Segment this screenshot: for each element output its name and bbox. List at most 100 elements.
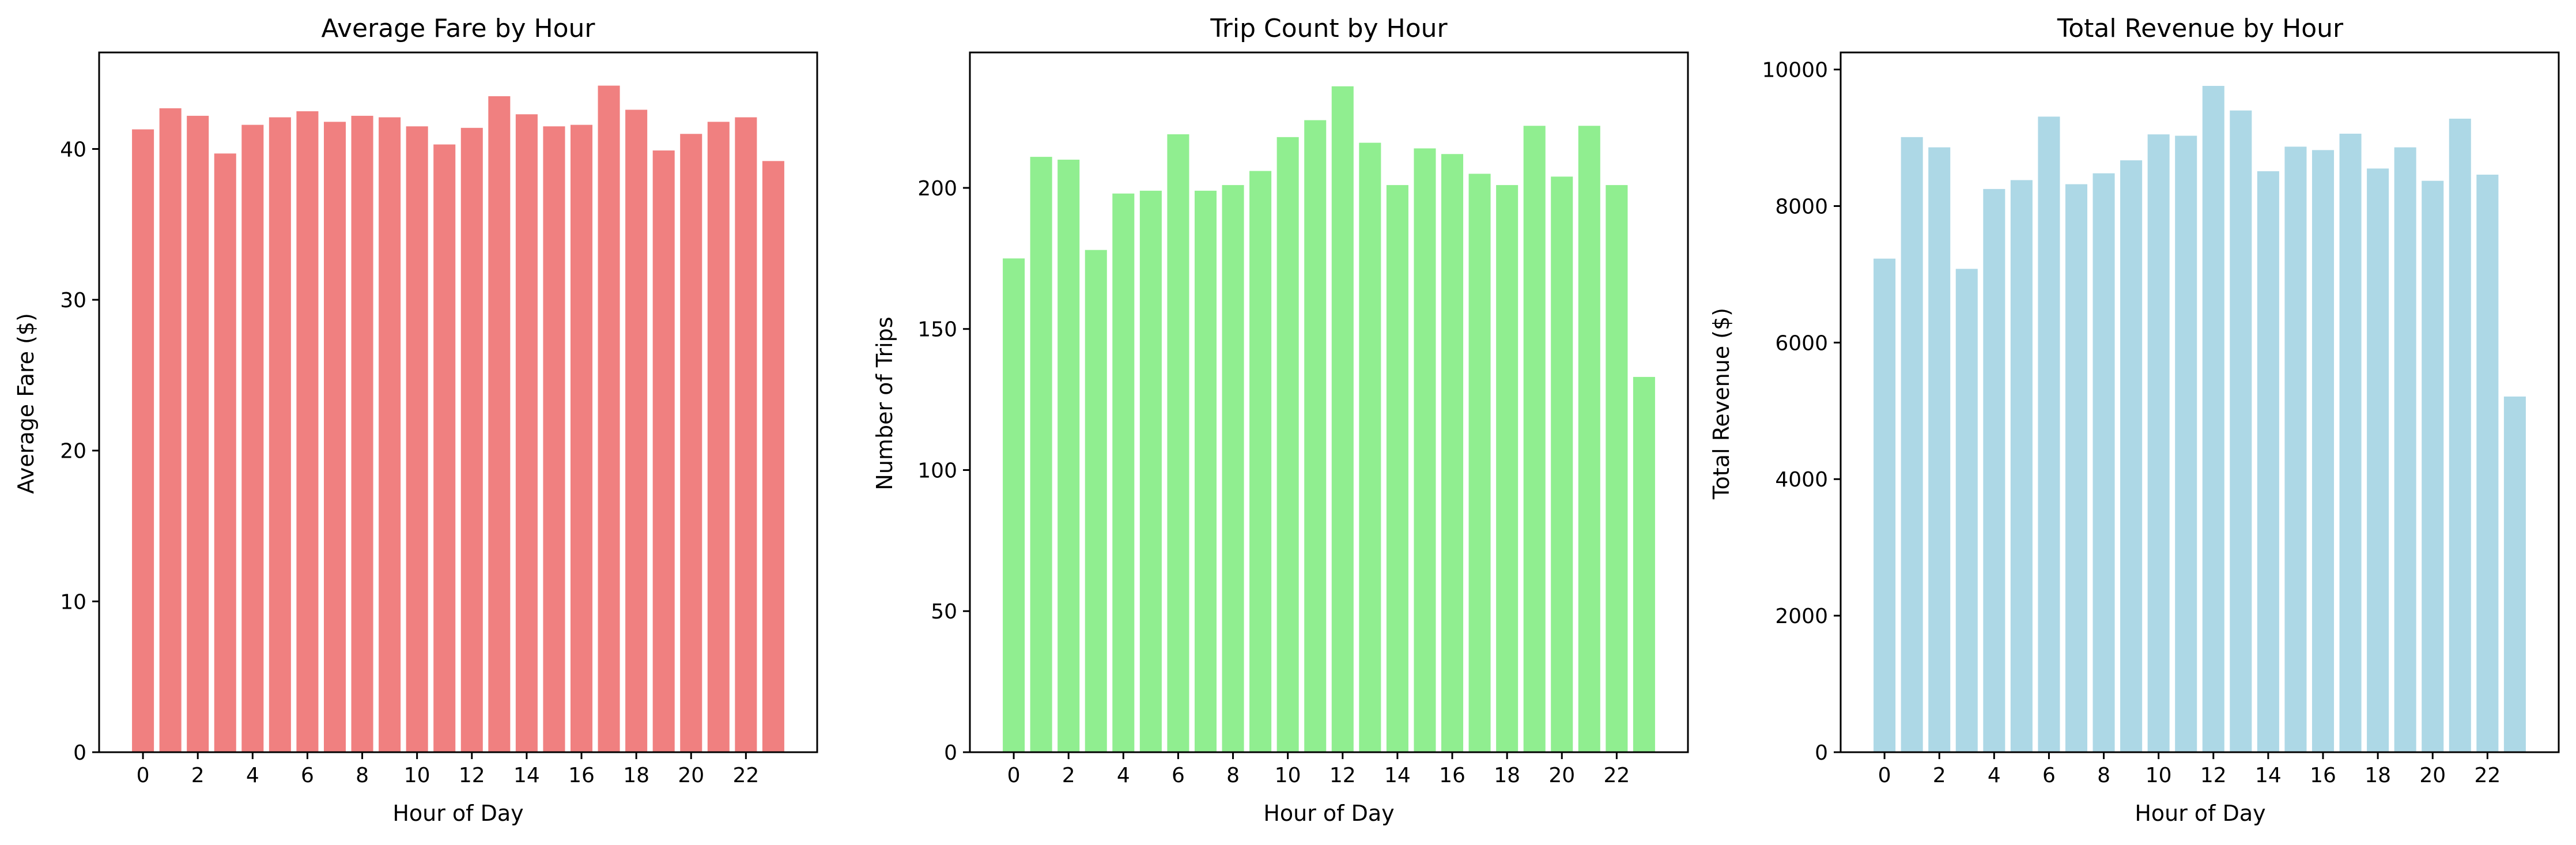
bar bbox=[379, 117, 401, 752]
x-axis-label: Hour of Day bbox=[392, 801, 523, 826]
bar bbox=[1331, 86, 1354, 753]
bar bbox=[1222, 185, 1244, 752]
bar bbox=[2367, 168, 2389, 753]
x-tick-label: 6 bbox=[2042, 764, 2056, 787]
bar bbox=[2092, 173, 2115, 752]
x-tick-label: 12 bbox=[1329, 764, 1356, 787]
bar bbox=[159, 108, 182, 752]
y-tick-label: 10000 bbox=[1762, 59, 1828, 82]
bar bbox=[460, 127, 483, 752]
x-tick-label: 0 bbox=[1878, 764, 1891, 787]
bar bbox=[1955, 269, 1978, 752]
x-tick-label: 4 bbox=[246, 764, 259, 787]
x-tick-label: 22 bbox=[1603, 764, 1630, 787]
bar bbox=[1194, 190, 1217, 752]
bar bbox=[1578, 126, 1600, 752]
bar bbox=[2449, 118, 2471, 752]
bar bbox=[406, 126, 428, 753]
x-tick-label: 4 bbox=[1988, 764, 2001, 787]
y-tick-label: 10 bbox=[60, 590, 86, 614]
x-tick-label: 20 bbox=[1548, 764, 1575, 787]
x-tick-label: 0 bbox=[137, 764, 150, 787]
bar bbox=[1606, 185, 1628, 752]
x-tick-label: 16 bbox=[2310, 764, 2336, 787]
x-tick-label: 2 bbox=[1933, 764, 1946, 787]
x-tick-label: 4 bbox=[1117, 764, 1130, 787]
bar bbox=[1139, 190, 1162, 752]
bar bbox=[1874, 258, 1896, 752]
bar bbox=[1030, 157, 1052, 752]
bar bbox=[735, 117, 757, 752]
y-tick-label: 20 bbox=[60, 440, 86, 463]
bar bbox=[2476, 175, 2499, 752]
bar bbox=[296, 111, 319, 752]
x-tick-label: 10 bbox=[1275, 764, 1301, 787]
bar bbox=[598, 85, 620, 752]
bar bbox=[2038, 116, 2060, 753]
x-tick-label: 12 bbox=[2200, 764, 2227, 787]
x-tick-label: 0 bbox=[1007, 764, 1021, 787]
x-tick-label: 18 bbox=[2365, 764, 2391, 787]
bar bbox=[1496, 185, 1519, 752]
bar bbox=[1441, 154, 1464, 753]
bar bbox=[2120, 160, 2143, 752]
chart-title: Total Revenue by Hour bbox=[2057, 14, 2344, 43]
chart-panel-total-revenue: Total Revenue by Hour Hour of Day Total … bbox=[1709, 14, 2560, 826]
bar bbox=[1983, 188, 2005, 752]
y-tick-label: 6000 bbox=[1775, 331, 1828, 355]
bar bbox=[680, 134, 702, 752]
y-tick-label: 30 bbox=[60, 289, 86, 312]
x-tick-label: 6 bbox=[301, 764, 314, 787]
bar bbox=[241, 125, 264, 753]
plot-area: 0 2 4 6 8 10 12 14 16 18 20 22 0 10 20 30 40 bbox=[60, 51, 818, 787]
plot-area: 0 2 4 6 8 10 12 14 16 18 20 22 0 2000 4000 6000 8000 1000… bbox=[1762, 51, 2560, 787]
x-tick-label: 20 bbox=[2419, 764, 2446, 787]
x-tick-label: 12 bbox=[459, 764, 485, 787]
bar bbox=[488, 96, 511, 753]
bar bbox=[132, 129, 154, 753]
bar bbox=[2311, 150, 2335, 752]
bar bbox=[625, 110, 648, 752]
axes-frame bbox=[98, 51, 818, 753]
x-tick-label: 18 bbox=[623, 764, 649, 787]
bar bbox=[2422, 180, 2444, 752]
y-tick-label: 8000 bbox=[1775, 195, 1828, 218]
x-tick-label: 2 bbox=[1062, 764, 1075, 787]
bar bbox=[2339, 133, 2362, 753]
axes-frame bbox=[969, 51, 1689, 753]
bar bbox=[2230, 110, 2252, 752]
bar bbox=[1359, 142, 1381, 752]
bar bbox=[1523, 126, 1546, 752]
y-tick-label: 40 bbox=[60, 138, 86, 161]
x-axis-label: Hour of Day bbox=[1263, 801, 1394, 826]
y-tick-label: 2000 bbox=[1775, 605, 1828, 628]
x-tick-label: 16 bbox=[1439, 764, 1465, 787]
bar bbox=[1551, 176, 1573, 752]
bar bbox=[570, 125, 593, 753]
x-tick-label: 14 bbox=[1384, 764, 1411, 787]
bar bbox=[1167, 134, 1189, 753]
bar bbox=[2284, 146, 2307, 753]
chart-title: Trip Count by Hour bbox=[1210, 14, 1448, 43]
bar bbox=[652, 150, 675, 752]
bar bbox=[2175, 135, 2197, 752]
bar bbox=[2147, 134, 2170, 752]
bar bbox=[1003, 258, 1025, 753]
x-tick-label: 22 bbox=[732, 764, 759, 787]
x-tick-label: 8 bbox=[2097, 764, 2110, 787]
x-tick-label: 10 bbox=[2146, 764, 2172, 787]
bar bbox=[2010, 180, 2033, 753]
y-tick-label: 100 bbox=[917, 459, 957, 482]
y-tick-label: 50 bbox=[931, 600, 957, 624]
bar bbox=[543, 126, 565, 753]
bar bbox=[187, 115, 209, 752]
x-tick-label: 20 bbox=[678, 764, 704, 787]
y-tick-label: 0 bbox=[73, 741, 86, 765]
bar bbox=[323, 122, 346, 753]
bar bbox=[1057, 160, 1080, 752]
chart-panel-trip-count: Trip Count by Hour Hour of Day Number of… bbox=[872, 14, 1689, 826]
x-tick-label: 18 bbox=[1494, 764, 1520, 787]
x-tick-label: 14 bbox=[2255, 764, 2282, 787]
bar bbox=[515, 114, 538, 752]
